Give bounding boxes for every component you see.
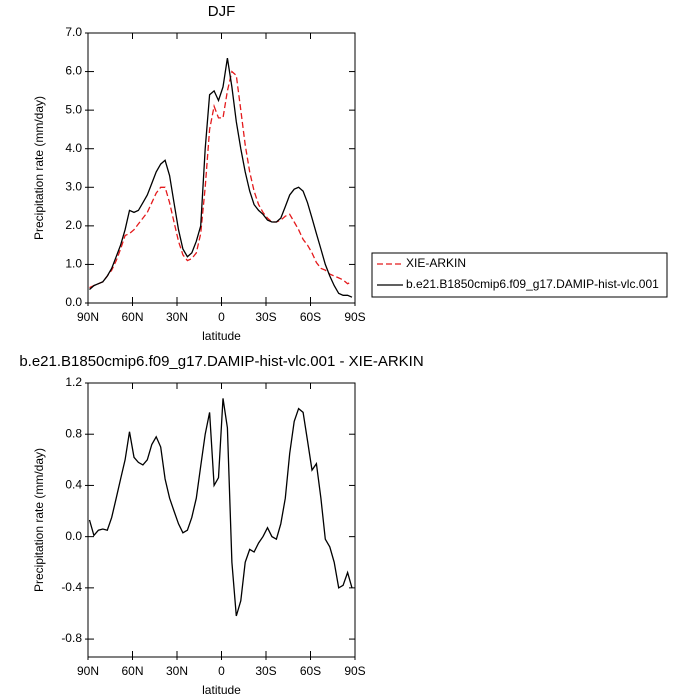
- plot-frame: [87, 32, 356, 304]
- x-tick-label: 0: [218, 664, 225, 678]
- y-tick-label: -0.8: [61, 631, 82, 645]
- y-tick-label: 3.0: [65, 179, 82, 193]
- y-tick-label: -0.4: [61, 580, 82, 594]
- y-tick-label: 5.0: [65, 102, 82, 116]
- x-tick-label: 30S: [255, 310, 276, 324]
- x-tick-label: 60N: [121, 310, 143, 324]
- y-tick-label: 2.0: [65, 218, 82, 232]
- x-tick-label: 90N: [77, 664, 99, 678]
- y-tick-label: 0.4: [65, 478, 82, 492]
- data-line: [89, 57, 353, 298]
- y-tick-label: 0.0: [65, 529, 82, 543]
- y-tick-label: 6.0: [65, 64, 82, 78]
- data-line: [88, 398, 353, 617]
- y-tick-label: 1.2: [65, 375, 82, 389]
- x-tick-label: 60S: [300, 310, 321, 324]
- legend-label: b.e21.B1850cmip6.f09_g17.DAMIP-hist-vlc.…: [406, 277, 659, 291]
- x-tick-label: 90N: [77, 310, 99, 324]
- x-tick-label: 30N: [166, 310, 188, 324]
- x-tick-label: 90S: [344, 664, 365, 678]
- x-tick-label: 60N: [121, 664, 143, 678]
- x-tick-label: 0: [218, 310, 225, 324]
- x-tick-label: 30N: [166, 664, 188, 678]
- plot-frame: [87, 382, 356, 658]
- y-axis-label: Precipitation rate (mm/day): [32, 96, 46, 240]
- x-axis-label: latitude: [202, 683, 241, 697]
- x-tick-label: 60S: [300, 664, 321, 678]
- chart-title: DJF: [208, 3, 236, 20]
- y-tick-label: 4.0: [65, 141, 82, 155]
- y-tick-label: 1.0: [65, 257, 82, 271]
- data-line: [89, 70, 353, 289]
- legend-label: XIE-ARKIN: [406, 256, 466, 270]
- y-axis-label: Precipitation rate (mm/day): [32, 448, 46, 592]
- x-axis-label: latitude: [202, 329, 241, 343]
- y-tick-label: 0.0: [65, 295, 82, 309]
- x-tick-label: 90S: [344, 310, 365, 324]
- chart-title: b.e21.B1850cmip6.f09_g17.DAMIP-hist-vlc.…: [19, 353, 423, 370]
- y-tick-label: 0.8: [65, 426, 82, 440]
- x-tick-label: 30S: [255, 664, 276, 678]
- legend-box: [371, 252, 668, 298]
- y-tick-label: 7.0: [65, 25, 82, 39]
